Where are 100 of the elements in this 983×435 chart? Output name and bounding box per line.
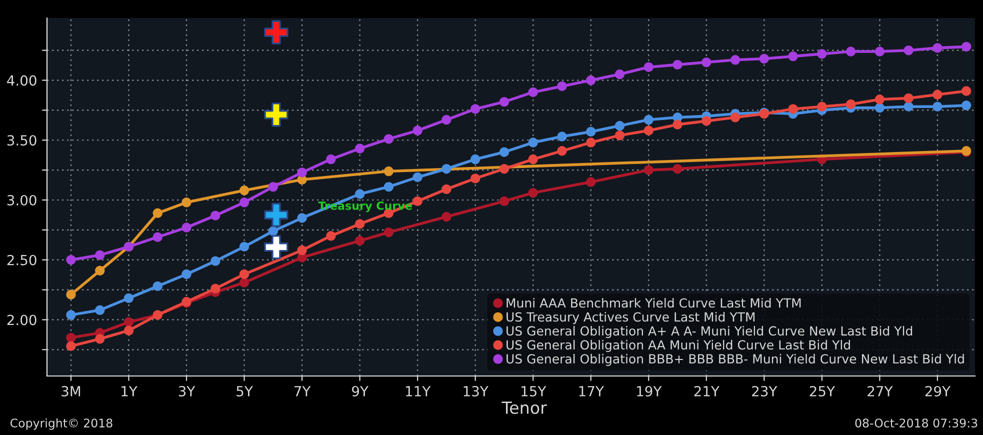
point: [152, 232, 162, 242]
point: [94, 266, 105, 276]
point: [730, 55, 740, 65]
point: [297, 245, 307, 256]
point: [354, 236, 365, 246]
point: [557, 81, 567, 92]
point: [470, 104, 480, 114]
point: [412, 172, 422, 182]
point: [442, 114, 452, 125]
x-tick-label: 3Y: [178, 386, 196, 396]
x-tick-label: 27Y: [868, 386, 893, 396]
x-tick-label: 21Y: [694, 386, 720, 396]
point: [124, 326, 134, 336]
x-axis-title: Tenor: [502, 402, 547, 414]
legend-label: US Treasury Actives Curve Last Mid YTM: [506, 312, 755, 324]
point: [66, 332, 76, 343]
x-tick-label: 11Y: [406, 386, 431, 396]
point: [326, 231, 336, 241]
point: [730, 112, 740, 122]
point: [470, 174, 480, 184]
point: [354, 144, 365, 154]
x-tick-label: 3M: [62, 386, 80, 396]
point: [874, 94, 885, 104]
point: [499, 147, 510, 157]
point: [557, 132, 567, 142]
legend-label: US General Obligation BBB+ BBB BBB- Muni Yield Curve New Last Bid Yld: [506, 354, 964, 366]
x-tick-label: 25Y: [810, 386, 836, 396]
point: [66, 341, 76, 351]
point: [66, 255, 76, 265]
x-tick-label: 19Y: [637, 386, 662, 396]
point: [528, 154, 538, 164]
point: [904, 45, 914, 56]
point: [817, 102, 827, 112]
point: [614, 120, 625, 131]
point: [672, 120, 682, 130]
point: [672, 60, 682, 70]
point: [268, 226, 278, 236]
point: [239, 269, 250, 280]
point: [210, 210, 220, 220]
point: [932, 102, 942, 112]
point: [644, 165, 654, 175]
point: [702, 57, 712, 68]
y-tick-label: 2.50: [7, 254, 36, 266]
x-tick-label: 9Y: [352, 386, 368, 396]
point: [904, 102, 914, 112]
legend-label: US General Obligation AA Muni Yield Curve Last Bid Yld: [506, 340, 850, 352]
x-tick-label: 13Y: [464, 386, 488, 396]
point: [961, 42, 972, 52]
point: [182, 269, 192, 280]
point: [470, 154, 480, 164]
point: [182, 198, 192, 208]
point: [354, 189, 365, 199]
point: [932, 90, 942, 100]
point: [614, 69, 625, 80]
point: [846, 99, 856, 110]
point: [442, 164, 452, 174]
point: [297, 213, 307, 223]
y-tick-label: 3.50: [7, 135, 36, 146]
point: [499, 164, 510, 174]
point: [210, 284, 220, 294]
point: [586, 177, 596, 187]
x-tick-label: 23Y: [752, 386, 778, 396]
point: [66, 290, 76, 300]
point: [384, 227, 394, 238]
x-tick-label: 29Y: [925, 386, 951, 396]
point: [961, 100, 972, 110]
point: [384, 182, 394, 192]
point: [94, 334, 105, 344]
x-tick-label: 5Y: [236, 386, 253, 396]
point: [268, 182, 278, 192]
point: [239, 242, 250, 252]
point: [499, 96, 510, 107]
point: [94, 305, 105, 316]
point: [586, 75, 596, 86]
text: Copyright© 2018: [10, 418, 112, 430]
point: [239, 186, 250, 196]
point: [354, 219, 365, 229]
point: [874, 102, 885, 113]
point: [672, 164, 682, 174]
point: [239, 278, 250, 288]
point: [326, 154, 336, 164]
point: [759, 54, 770, 64]
point: [384, 134, 394, 144]
point: [788, 104, 798, 114]
point: [932, 43, 942, 53]
point: [384, 166, 394, 176]
point: [528, 138, 538, 148]
point: [788, 51, 798, 62]
point: [442, 184, 452, 194]
point: [152, 208, 162, 218]
y-tick-label: 3.00: [7, 194, 36, 206]
point: [124, 293, 134, 304]
point: [874, 46, 885, 56]
point: [644, 126, 654, 136]
x-tick-label: 17Y: [579, 386, 604, 396]
point: [124, 317, 134, 327]
x-tick-label: 7Y: [294, 386, 311, 396]
x-tick-label: 1Y: [122, 386, 138, 396]
point: [66, 310, 76, 320]
point: [644, 62, 654, 72]
